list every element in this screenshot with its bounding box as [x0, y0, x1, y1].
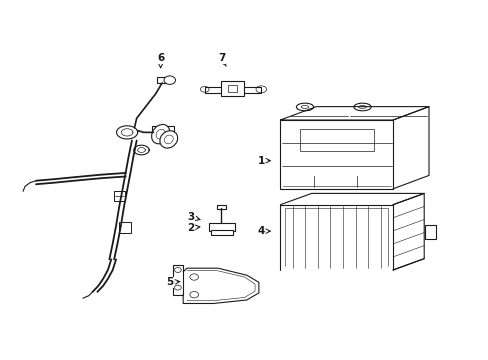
Bar: [280, 120, 392, 189]
Bar: [210, 230, 232, 235]
Ellipse shape: [200, 86, 208, 92]
Bar: [217, 205, 225, 209]
Bar: [227, 85, 237, 92]
Text: 6: 6: [157, 53, 164, 68]
Bar: [152, 126, 174, 138]
Text: 5: 5: [166, 277, 180, 287]
Ellipse shape: [163, 76, 175, 84]
Ellipse shape: [160, 131, 177, 148]
Bar: [172, 265, 183, 294]
Text: 2: 2: [187, 222, 200, 233]
Text: 1: 1: [257, 156, 270, 166]
Bar: [299, 129, 373, 151]
Bar: [119, 222, 131, 233]
Ellipse shape: [296, 103, 313, 111]
Bar: [157, 77, 170, 83]
Text: 7: 7: [217, 53, 226, 66]
Bar: [220, 81, 244, 96]
Ellipse shape: [256, 86, 266, 93]
Bar: [424, 225, 435, 239]
Ellipse shape: [189, 274, 198, 280]
Ellipse shape: [151, 125, 169, 144]
Ellipse shape: [353, 103, 370, 111]
Text: 3: 3: [187, 212, 200, 222]
Ellipse shape: [189, 292, 198, 298]
Ellipse shape: [174, 267, 181, 273]
Bar: [114, 191, 124, 201]
Ellipse shape: [174, 285, 181, 290]
Ellipse shape: [164, 135, 173, 144]
Text: 4: 4: [257, 226, 270, 236]
Ellipse shape: [154, 136, 163, 141]
Ellipse shape: [163, 136, 173, 141]
Ellipse shape: [358, 105, 366, 108]
Bar: [208, 224, 234, 231]
Ellipse shape: [156, 129, 165, 139]
Ellipse shape: [301, 105, 308, 108]
